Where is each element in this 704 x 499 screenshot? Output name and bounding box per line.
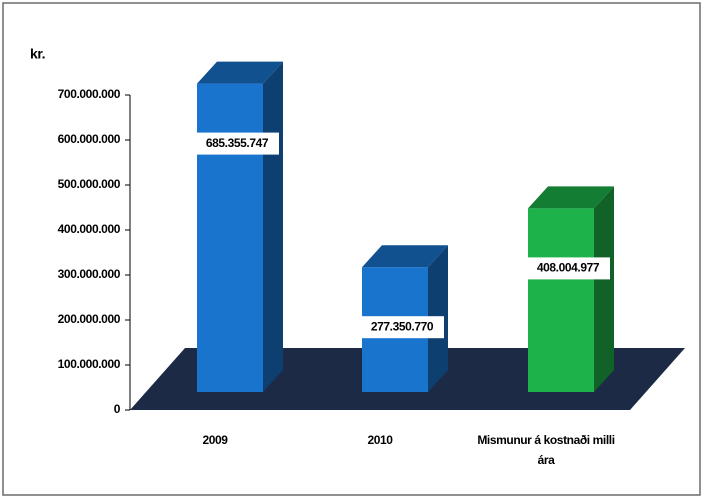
x-tick-label: 2009 [202, 433, 228, 447]
y-tick-label: 500.000.000 [58, 177, 121, 191]
x-tick-label-box: 2009 [202, 433, 228, 447]
value-label: 685.355.747 [206, 136, 269, 150]
value-label: 277.350.770 [371, 319, 434, 333]
y-tick-label: 700.000.000 [58, 87, 121, 101]
y-tick-label: 0 [114, 402, 121, 416]
y-tick-label: 600.000.000 [58, 132, 121, 146]
value-label: 408.004.977 [537, 261, 600, 275]
x-tick-label: 2010 [367, 433, 393, 447]
value-label-box [360, 316, 444, 339]
y-tick-label: 100.000.000 [58, 357, 121, 371]
y-tick-label: 300.000.000 [58, 267, 121, 281]
bar [197, 83, 263, 393]
x-tick-label-box: Mismunur á kostnaði milli ára [477, 433, 615, 467]
y-tick-label: 400.000.000 [58, 222, 121, 236]
bar-top [197, 61, 283, 84]
value-label-box [526, 257, 610, 280]
x-tick-label: Mismunur á kostnaði milli ára [477, 433, 615, 467]
bar-side [263, 61, 283, 393]
bar-top [528, 186, 614, 209]
bar-top [362, 245, 448, 268]
y-axis-label: kr. [30, 46, 45, 62]
value-label-box [195, 132, 279, 155]
bar-side [594, 186, 614, 392]
bar [528, 208, 594, 392]
x-tick-label-box: 2010 [367, 433, 393, 447]
y-tick-label: 200.000.000 [58, 312, 121, 326]
